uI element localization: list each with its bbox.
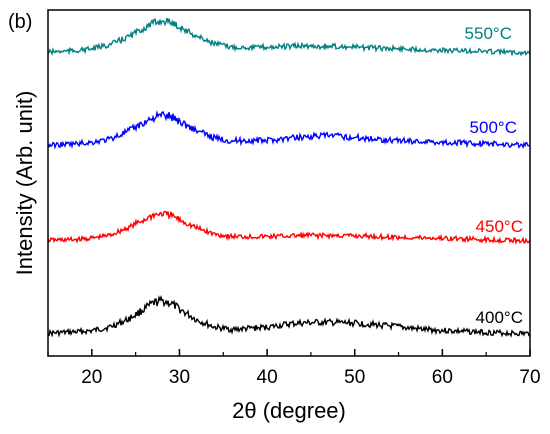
series-line-400c (47, 295, 531, 338)
series-labels: 400°C 450°C 500°C 550°C (465, 24, 523, 327)
panel-label: (b) (8, 11, 32, 33)
series-line-550c (47, 17, 531, 57)
series-layer (47, 17, 531, 338)
series-label-400c: 400°C (476, 308, 523, 327)
plot-frame (47, 9, 531, 357)
series-line-500c (47, 110, 531, 150)
series-label-550c: 550°C (465, 24, 512, 43)
x-tick-label-30: 30 (169, 367, 190, 388)
x-tick-label-60: 60 (432, 367, 453, 388)
y-axis-label: Intensity (Arb. unit) (12, 91, 37, 276)
x-tick-label-50: 50 (344, 367, 365, 388)
series-line-450c (47, 210, 531, 246)
x-tick-label-20: 20 (81, 367, 102, 388)
x-axis-ticks: 20 30 40 50 60 70 (47, 349, 541, 388)
x-tick-label-40: 40 (257, 367, 278, 388)
x-tick-label-70: 70 (519, 367, 540, 388)
x-axis-label: 2θ (degree) (232, 398, 346, 423)
series-label-450c: 450°C (476, 217, 523, 236)
series-label-500c: 500°C (470, 118, 517, 137)
